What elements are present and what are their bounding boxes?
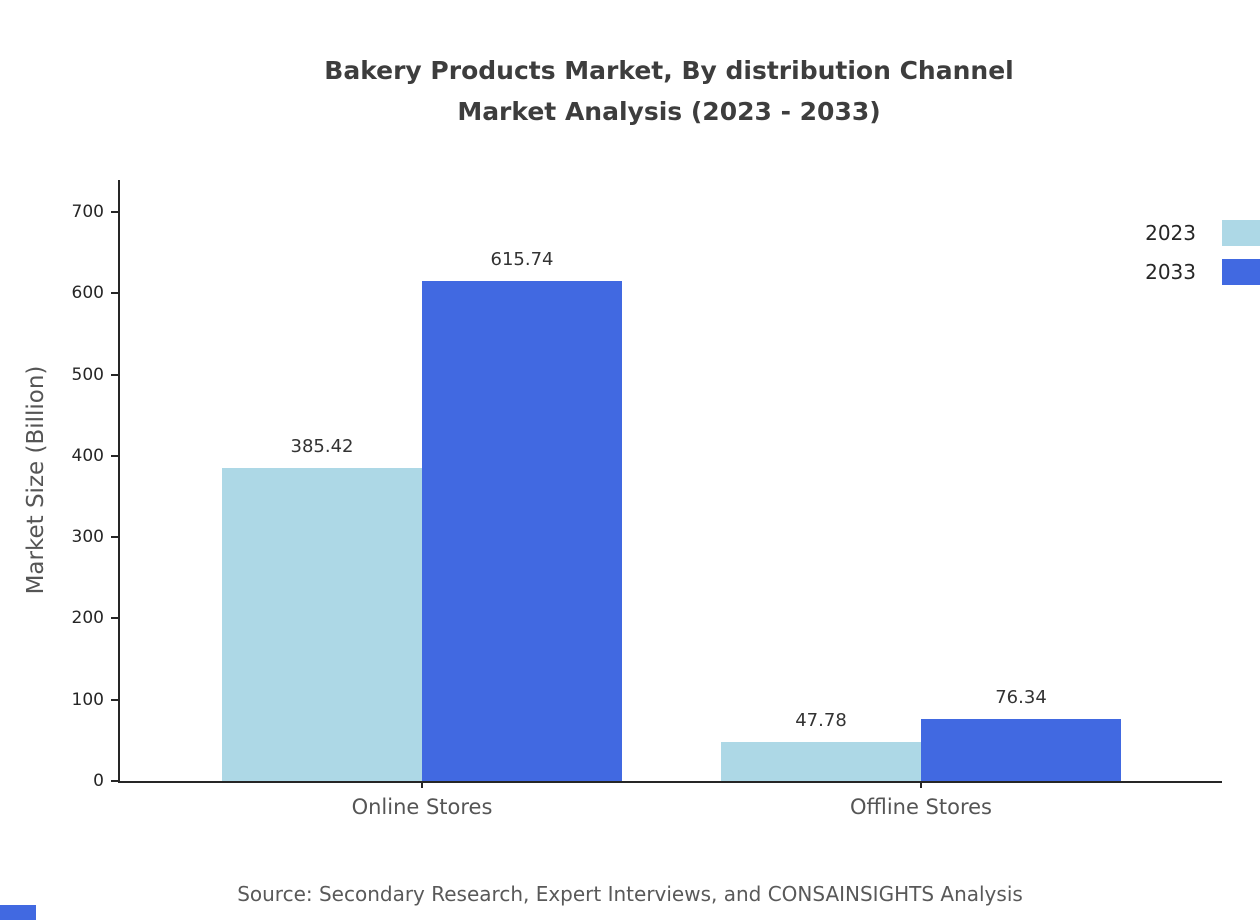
chart-title-line1: Bakery Products Market, By distribution … <box>324 56 1014 85</box>
bar-2033-offline-stores <box>921 718 1121 781</box>
x-tick-mark <box>920 781 922 788</box>
y-tick-mark <box>111 536 120 539</box>
y-tick-mark <box>111 292 120 295</box>
bar-value-label: 47.78 <box>795 710 847 732</box>
bar-2023-offline-stores <box>721 742 921 781</box>
y-tick-label: 400 <box>71 445 104 466</box>
y-tick-mark <box>111 373 120 376</box>
plot-area: 0 100 200 300 400 500 600 700 385.42 615.74 Online… <box>72 180 1222 819</box>
chart-title-line2: Market Analysis (2023 - 2033) <box>457 97 881 126</box>
bottom-left-accent-bar <box>0 905 36 920</box>
bar-value-label: 615.74 <box>490 248 554 270</box>
bar-2033-online-stores <box>422 280 622 781</box>
category-label: Offline Stores <box>849 795 993 819</box>
y-tick-label: 0 <box>93 771 104 791</box>
y-tick-label: 700 <box>71 202 104 222</box>
y-tick-label: 200 <box>71 608 104 629</box>
legend-swatch-2023 <box>1222 220 1260 246</box>
y-tick-label: 600 <box>71 283 104 304</box>
legend-label-2023: 2023 <box>1145 221 1196 245</box>
y-tick-mark <box>111 780 120 782</box>
chart-title: Bakery Products Market, By distribution … <box>118 50 1220 132</box>
legend-item-2023: 2023 <box>1145 220 1260 246</box>
y-axis-title: Market Size (Billion) <box>23 365 49 595</box>
bar-2023-online-stores <box>222 467 422 781</box>
bar-value-label: 385.42 <box>290 435 354 457</box>
legend-item-2033: 2033 <box>1145 259 1260 285</box>
y-tick-label: 500 <box>71 364 104 385</box>
legend: 2023 2033 <box>1145 220 1260 285</box>
bar-value-label: 76.34 <box>995 686 1047 708</box>
y-tick-mark <box>111 211 120 213</box>
x-tick-mark <box>421 781 423 788</box>
y-tick-mark <box>111 698 120 701</box>
category-label: Online Stores <box>351 795 493 819</box>
y-tick-mark <box>111 617 120 620</box>
y-tick-mark <box>111 454 120 457</box>
y-tick-label: 100 <box>71 689 104 710</box>
y-tick-label: 300 <box>71 527 104 548</box>
legend-swatch-2033 <box>1222 259 1260 285</box>
legend-label-2033: 2033 <box>1145 260 1196 284</box>
source-text: Source: Secondary Research, Expert Inter… <box>237 882 1023 906</box>
